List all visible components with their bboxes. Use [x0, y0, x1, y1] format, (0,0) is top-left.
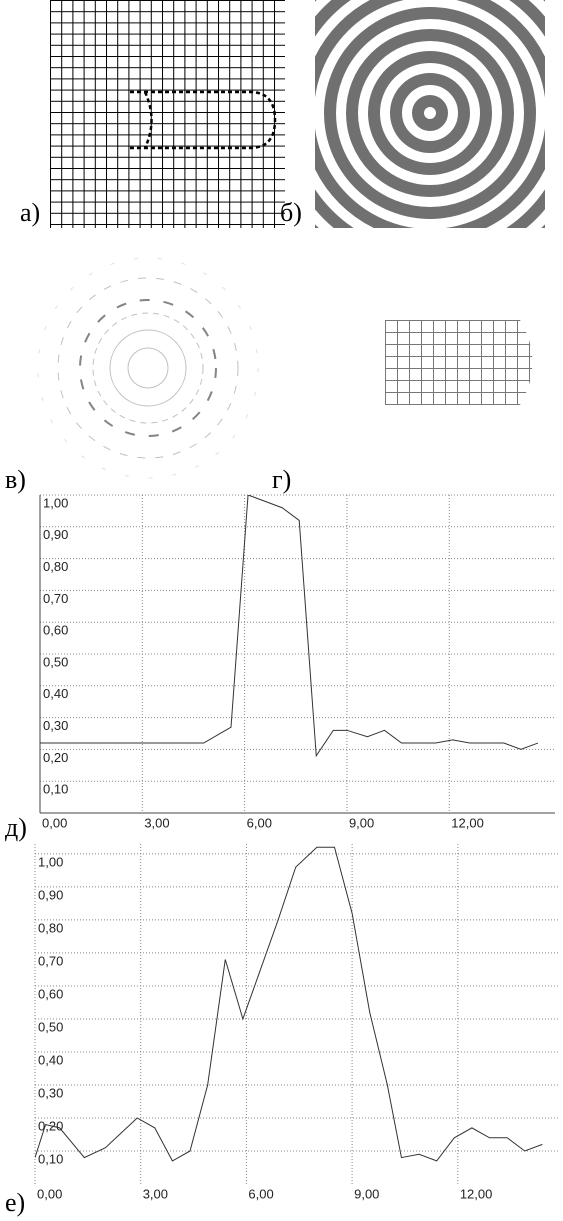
y-tick-label: 0,90 — [43, 527, 68, 542]
y-tick-label: 0,80 — [43, 559, 68, 574]
y-tick-label: 0,30 — [43, 718, 68, 733]
x-tick-label: 9,00 — [349, 815, 374, 830]
x-tick-label: 6,00 — [248, 1186, 273, 1201]
y-tick-label: 0,50 — [38, 1019, 63, 1034]
y-tick-label: 0,80 — [38, 920, 63, 935]
y-tick-label: 0,60 — [43, 623, 68, 638]
y-tick-label: 0,70 — [38, 953, 63, 968]
ring-image — [315, 0, 545, 228]
panel-label: е) — [5, 1188, 25, 1217]
grid-image — [50, 0, 285, 228]
diffraction-image — [37, 257, 259, 479]
y-tick-label: 0,10 — [43, 782, 68, 797]
dashed-contour — [143, 91, 153, 149]
x-tick-label: 3,00 — [144, 815, 169, 830]
x-tick-label: 12,00 — [460, 1186, 493, 1201]
panel-label: г) — [272, 465, 291, 494]
x-tick-label: 12,00 — [451, 815, 484, 830]
y-tick-label: 0,90 — [38, 887, 63, 902]
y-tick-label: 0,40 — [43, 686, 68, 701]
x-tick-label: 0,00 — [42, 815, 67, 830]
y-tick-label: 0,10 — [38, 1151, 63, 1166]
x-tick-label: 6,00 — [247, 815, 272, 830]
y-tick-label: 1,00 — [43, 495, 68, 510]
data-line — [35, 846, 543, 1162]
cylinder-image — [385, 320, 533, 405]
y-tick-label: 0,50 — [43, 654, 68, 669]
y-tick-label: 0,40 — [38, 1052, 63, 1067]
panel-label: д) — [5, 813, 27, 842]
y-tick-label: 0,70 — [43, 591, 68, 606]
y-tick-label: 0,30 — [38, 1085, 63, 1100]
y-tick-label: 1,00 — [38, 854, 63, 869]
x-tick-label: 9,00 — [354, 1186, 379, 1201]
data-line — [40, 495, 539, 758]
x-tick-label: 0,00 — [37, 1186, 62, 1201]
y-tick-label: 0,60 — [38, 986, 63, 1001]
panel-label: в) — [5, 465, 26, 494]
x-tick-label: 3,00 — [143, 1186, 168, 1201]
dashed-contour — [130, 90, 277, 150]
y-tick-label: 0,20 — [43, 750, 68, 765]
panel-label: б) — [280, 198, 302, 227]
panel-label: а) — [20, 198, 40, 227]
